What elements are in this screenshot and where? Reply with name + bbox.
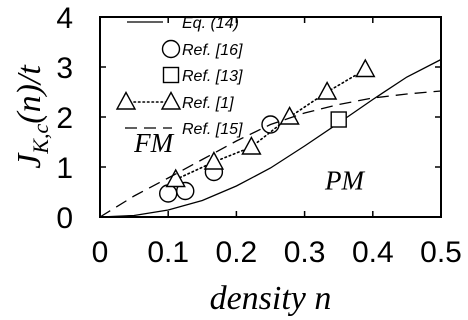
axis-labels: 0 0.1 0.2 0.3 0.4 0.5 0 1 2 3 4 density n JK,c(n)/t F…	[11, 2, 462, 317]
x-tick-label: 0.4	[352, 236, 394, 269]
y-axis-title: JK,c(n)/t	[11, 64, 53, 169]
legend-item-ref-1: Ref. [1]	[115, 91, 234, 112]
legend-label: Eq. (14)	[182, 15, 239, 32]
legend-swatch-marker	[161, 39, 181, 59]
legend-label: Ref. [15]	[182, 121, 243, 138]
region-label-fm: FM	[133, 128, 174, 158]
y-axis-title-main: J	[11, 152, 48, 169]
legend-item-ref-16: Ref. [16]	[161, 39, 243, 59]
data-point-square	[330, 111, 347, 128]
legend-item-ref-15: Ref. [15]	[125, 121, 243, 138]
y-tick-label: 3	[56, 52, 73, 85]
series-line	[99, 58, 442, 218]
y-tick-label: 2	[56, 102, 73, 135]
y-axis-title-rest: (n)/t	[11, 64, 48, 124]
legend-swatch-marker	[162, 66, 180, 84]
data-point-circle	[158, 184, 178, 203]
region-label-pm: PM	[324, 166, 365, 196]
legend-label: Ref. [13]	[182, 68, 243, 85]
series-eq-14	[99, 58, 442, 218]
legend-label: Ref. [16]	[182, 42, 243, 59]
data-point-triangle	[241, 136, 262, 155]
x-tick-label: 0	[92, 236, 109, 269]
data-point-triangle	[165, 168, 186, 188]
y-tick-label: 0	[56, 202, 73, 235]
legend-label: Ref. [1]	[182, 95, 234, 112]
legend-swatch-marker	[160, 91, 182, 110]
series-layer	[99, 58, 442, 218]
series-ref-13	[330, 111, 347, 128]
y-axis-title-subscript: K,c	[28, 124, 53, 155]
legend-item-ref-13: Ref. [13]	[162, 66, 243, 85]
x-tick-label: 0.2	[216, 236, 258, 269]
legend-item-eq-14: Eq. (14)	[127, 15, 239, 32]
x-axis-title: density n	[210, 280, 332, 317]
y-tick-label: 1	[56, 152, 73, 185]
x-tick-label: 0.5	[420, 236, 462, 269]
legend: Eq. (14) Ref. [16] Ref. [13] Ref. [1] Ref. […	[115, 15, 243, 138]
x-tick-label: 0.1	[147, 236, 189, 269]
series-ref-15	[99, 90, 442, 218]
y-tick-label: 4	[56, 2, 73, 35]
legend-swatch-marker	[115, 91, 137, 110]
x-tick-label: 0.3	[284, 236, 326, 269]
data-point-triangle	[355, 58, 376, 78]
series-line	[99, 90, 442, 218]
data-point-triangle	[203, 151, 225, 170]
data-point-triangle	[316, 81, 338, 100]
